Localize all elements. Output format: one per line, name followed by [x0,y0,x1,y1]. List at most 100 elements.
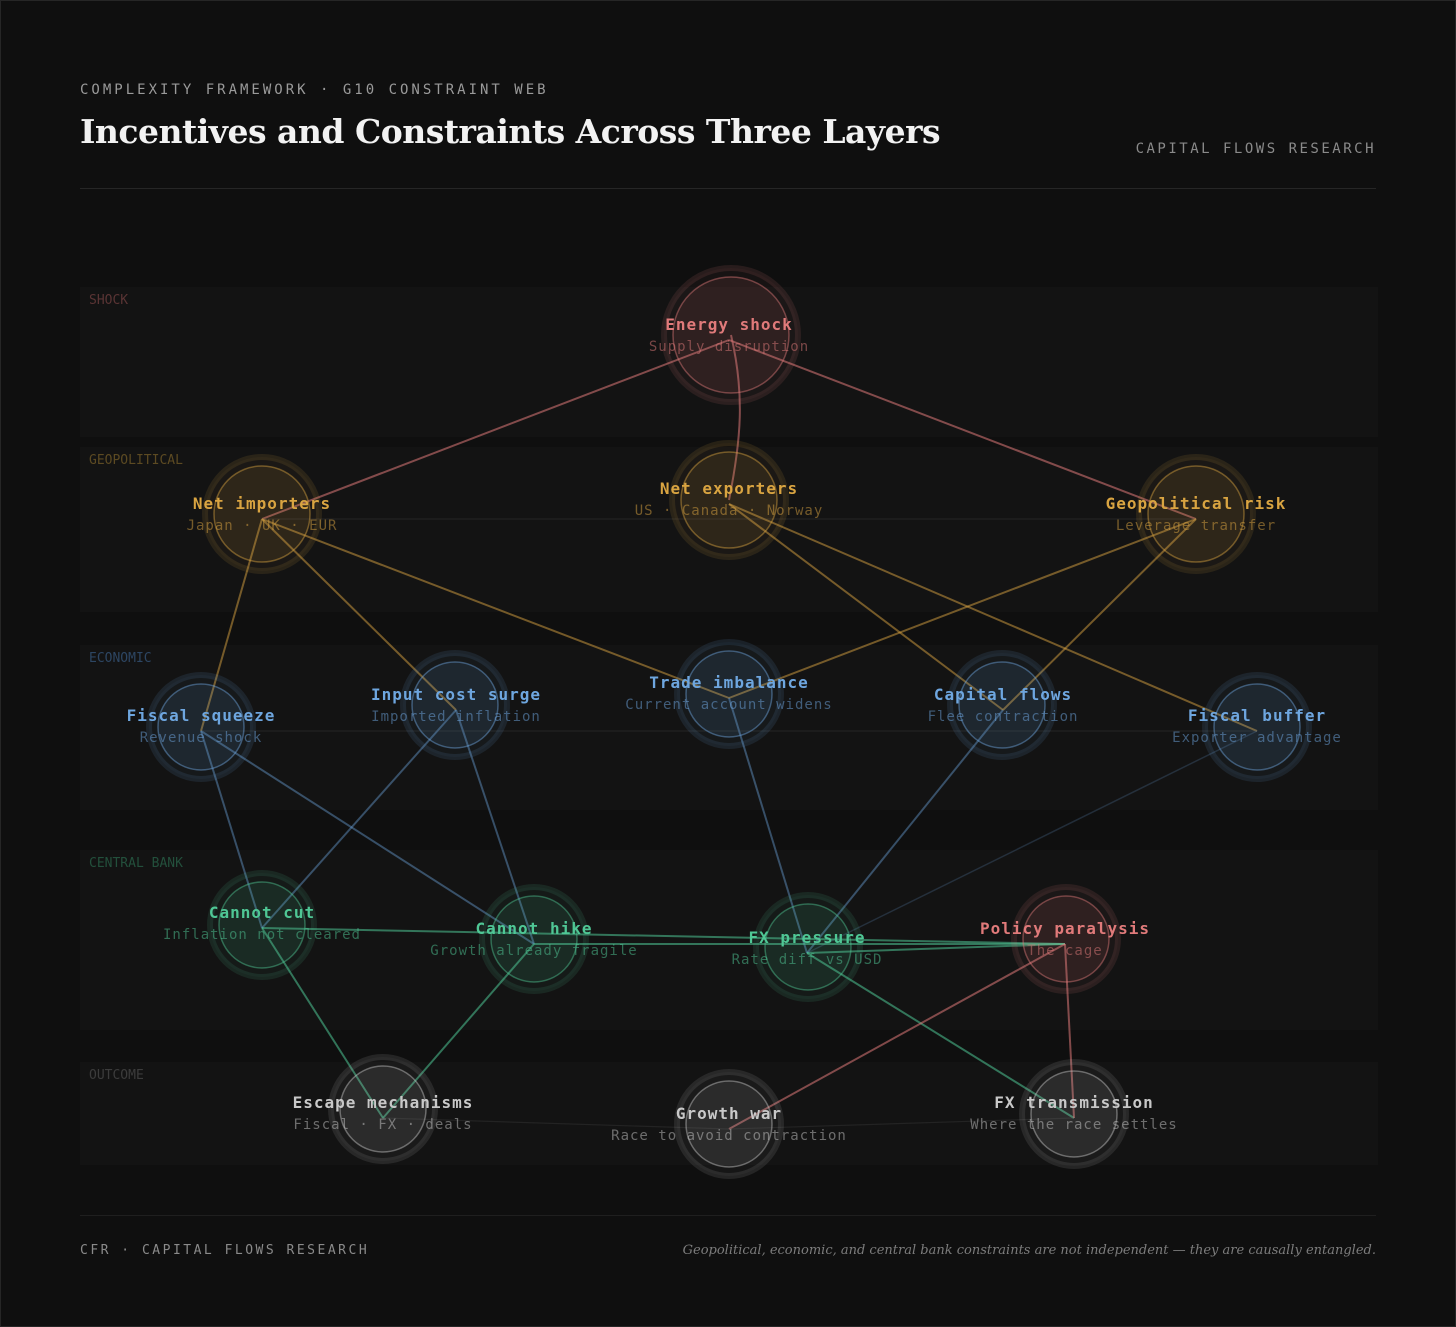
node-halo [202,454,322,574]
edge-fx-pressure-to-policy-paralysis [806,943,1066,954]
node-circle [958,661,1046,749]
node-circle [685,1080,773,1168]
node-subtitle: Current account widens [625,697,832,713]
node-subtitle: Fiscal · FX · deals [293,1117,472,1133]
node-circle [490,895,578,983]
edge-fiscal-buffer-to-fx-pressure [806,730,1258,954]
node-circle [411,661,499,749]
node-subtitle: Revenue shock [140,730,263,746]
edge-geopolitical-risk-to-capital-flows [1002,518,1197,711]
edge-fiscal-squeeze-to-cannot-cut [200,730,263,929]
edge-net-exporters-to-capital-flows [728,503,1004,711]
node-subtitle: Growth already fragile [430,943,637,959]
node-title: Energy shock [665,315,793,334]
node-energy-shock[interactable]: Energy shock Supply disruption [649,265,809,405]
edge-cannot-cut-to-escape-mechanisms [261,927,384,1119]
node-title: Policy paralysis [980,919,1150,938]
band-background [80,287,1378,437]
node-title: Fiscal buffer [1188,706,1326,725]
node-title: Cannot hike [476,919,593,938]
node-fx-transmission[interactable]: FX transmission Where the race settles [970,1059,1177,1169]
edge-fiscal-squeeze-to-cannot-hike [200,730,535,945]
edge-net-importers-to-fiscal-squeeze [200,518,263,732]
edge-cannot-cut-to-policy-paralysis [261,927,1066,945]
node-geopolitical-risk[interactable]: Geopolitical risk Leverage transfer [1106,454,1287,574]
node-halo [207,870,317,980]
node-fx-pressure[interactable]: FX pressure Rate diff vs USD [732,892,883,1002]
band-outcome: OUTCOME [80,1062,1378,1165]
node-subtitle: US · Canada · Norway [635,503,824,519]
node-net-exporters[interactable]: Net exporters US · Canada · Norway [635,440,824,560]
node-circle [1022,895,1110,983]
node-circle [1030,1070,1118,1158]
eyebrow-label: COMPLEXITY FRAMEWORK · G10 CONSTRAINT WE… [80,82,549,98]
node-circle [685,650,773,738]
page-title: Incentives and Constraints Across Three … [80,112,941,151]
node-circle [218,881,306,969]
node-trade-imbalance[interactable]: Trade imbalance Current account widens [625,639,832,749]
node-halo [400,650,510,760]
edge-escape-mechanisms-to-growth-war [382,1117,730,1130]
node-cannot-cut[interactable]: Cannot cut Inflation not cleared [163,870,361,980]
band-background [80,1062,1378,1165]
node-title: Escape mechanisms [293,1093,474,1112]
edge-fx-pressure-to-fx-transmission [806,952,1075,1119]
node-title: FX pressure [749,928,866,947]
node-fiscal-buffer[interactable]: Fiscal buffer Exporter advantage [1172,672,1342,782]
node-title: FX transmission [994,1093,1154,1112]
band-geopolitical: GEOPOLITICAL [80,447,1378,612]
band-label: OUTCOME [89,1068,144,1083]
node-circle [764,903,852,991]
node-capital-flows[interactable]: Capital flows Flee contraction [928,650,1079,760]
node-escape-mechanisms[interactable]: Escape mechanisms Fiscal · FX · deals [293,1054,474,1164]
node-halo [753,892,863,1002]
node-subtitle: Flee contraction [928,709,1079,725]
header-divider [80,188,1376,189]
node-circle [1147,465,1245,563]
node-subtitle: Imported inflation [371,709,541,725]
node-subtitle: Where the race settles [970,1117,1177,1133]
node-halo [1202,672,1312,782]
node-halo [674,639,784,749]
edge-geopolitical-risk-to-trade-imbalance [728,518,1197,699]
node-cannot-hike[interactable]: Cannot hike Growth already fragile [430,884,637,994]
edge-energy-shock-to-geopolitical-risk [728,339,1197,520]
node-growth-war[interactable]: Growth war Race to avoid contraction [611,1069,847,1179]
node-subtitle: The cage [1027,943,1102,959]
node-halo [479,884,589,994]
node-circle [1213,683,1301,771]
node-fiscal-squeeze[interactable]: Fiscal squeeze Revenue shock [127,672,276,782]
node-subtitle: Race to avoid contraction [611,1128,847,1144]
band-background [80,447,1378,612]
node-subtitle: Supply disruption [649,339,809,355]
node-halo [674,1069,784,1179]
edge-net-importers-to-trade-imbalance [261,518,730,699]
footer-divider [80,1215,1376,1216]
band-label: ECONOMIC [89,651,152,666]
band-background [80,850,1378,1030]
node-halo [328,1054,438,1164]
band-economic: ECONOMIC [80,645,1378,810]
edge-energy-shock-to-net-exporters [728,334,741,501]
footer-brand: CFR · CAPITAL FLOWS RESEARCH [80,1243,370,1258]
node-title: Trade imbalance [649,673,809,692]
node-subtitle: Japan · UK · EUR [187,518,338,534]
band-background [80,645,1378,810]
node-title: Capital flows [934,685,1072,704]
node-policy-paralysis[interactable]: Policy paralysis The cage [980,884,1150,994]
node-subtitle: Exporter advantage [1172,730,1342,746]
node-title: Growth war [676,1104,782,1123]
node-net-importers[interactable]: Net importers Japan · UK · EUR [187,454,338,574]
node-circle [680,451,778,549]
edges-layer [200,334,1258,1130]
edge-energy-shock-to-net-importers [261,339,730,520]
band-label: GEOPOLITICAL [89,453,183,468]
footer-caption: Geopolitical, economic, and central bank… [682,1243,1376,1258]
node-halo [947,650,1057,760]
node-halo [146,672,256,782]
node-halo [669,440,789,560]
layer-bands: SHOCK GEOPOLITICAL ECONOMIC CENTRAL BANK OUT… [80,287,1378,1165]
node-input-cost-surge[interactable]: Input cost surge Imported inflation [371,650,541,760]
node-circle [157,683,245,771]
